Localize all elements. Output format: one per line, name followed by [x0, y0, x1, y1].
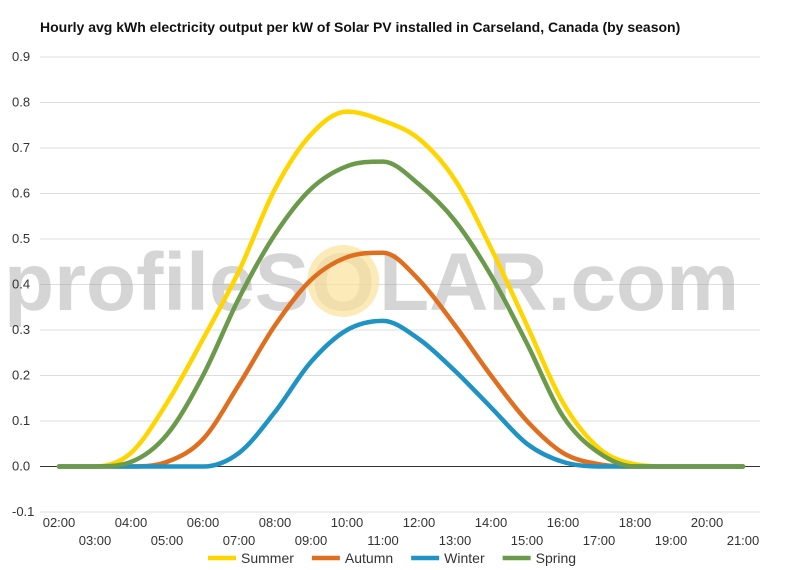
legend-label-summer: Summer	[241, 550, 294, 566]
x-tick-label: 17:00	[583, 533, 616, 548]
gridlines	[40, 56, 760, 513]
x-tick-label: 04:00	[115, 515, 148, 530]
y-tick-label: 0.3	[12, 322, 30, 337]
x-tick-label: 07:00	[223, 533, 256, 548]
watermark-sun-icon	[307, 245, 380, 317]
x-tick-label: 11:00	[367, 533, 399, 548]
x-tick-label: 03:00	[79, 533, 112, 548]
x-tick-label: 12:00	[403, 515, 436, 530]
watermark-text: LAR.com	[379, 237, 739, 328]
series-line-winter	[56, 318, 746, 469]
x-tick-label: 20:00	[691, 515, 724, 530]
legend-label-winter: Winter	[444, 550, 485, 566]
x-tick-label: 02:00	[43, 515, 76, 530]
legend-label-spring: Spring	[536, 550, 576, 566]
y-tick-label: 0.6	[12, 186, 30, 201]
legend-label-autumn: Autumn	[345, 550, 393, 566]
x-tick-label: 13:00	[439, 533, 472, 548]
y-tick-label: 0.1	[12, 413, 30, 428]
x-axis-tick-labels: 02:0003:0004:0005:0006:0007:0008:0009:00…	[43, 515, 760, 548]
legend: Summer Autumn Winter Spring	[208, 550, 576, 566]
series-line-summer	[56, 109, 746, 469]
y-tick-label: 0.9	[12, 49, 30, 64]
x-tick-label: 14:00	[475, 515, 508, 530]
x-tick-label: 08:00	[259, 515, 292, 530]
series-line-spring	[56, 159, 746, 469]
y-axis-tick-labels: -0.1 0.0 0.1 0.2 0.3 0.4 0.5 0.6 0.7 0.8 0.9	[12, 49, 34, 519]
x-tick-label: 06:00	[187, 515, 220, 530]
y-tick-label: 0.7	[12, 140, 30, 155]
x-tick-label: 15:00	[511, 533, 544, 548]
y-tick-label: 0.2	[12, 368, 30, 383]
y-tick-label: 0.8	[12, 95, 30, 110]
x-tick-label: 10:00	[331, 515, 364, 530]
x-tick-label: 09:00	[295, 533, 328, 548]
x-tick-label: 21:00	[727, 533, 760, 548]
x-tick-label: 05:00	[151, 533, 184, 548]
x-tick-label: 16:00	[547, 515, 580, 530]
x-tick-label: 18:00	[619, 515, 652, 530]
chart-title: Hourly avg kWh electricity output per kW…	[40, 19, 681, 35]
y-tick-label: 0.0	[12, 459, 30, 474]
x-tick-label: 19:00	[655, 533, 688, 548]
y-tick-label: 0.4	[12, 277, 30, 292]
watermark-text: profile	[4, 237, 255, 328]
y-tick-label: -0.1	[12, 504, 34, 519]
y-tick-label: 0.5	[12, 231, 30, 246]
series-lines	[56, 109, 746, 469]
